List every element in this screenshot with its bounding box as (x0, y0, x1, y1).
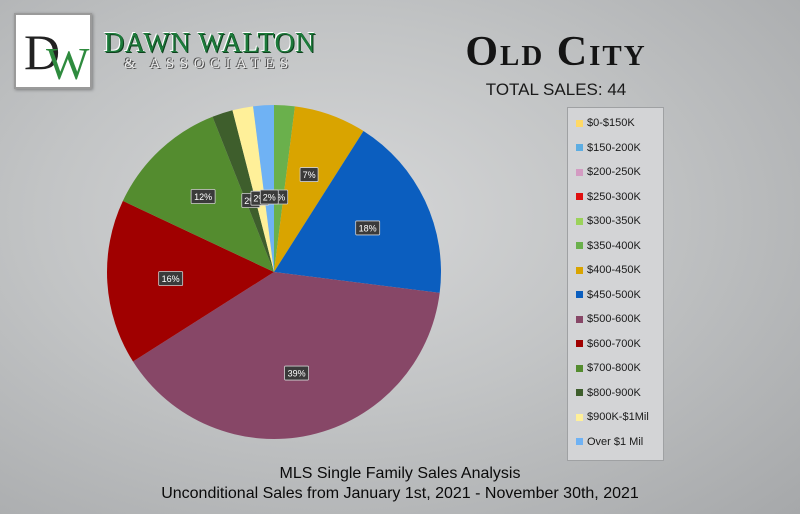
legend-label: $900K-$1Mil (587, 411, 649, 423)
legend-label: $200-250K (587, 166, 641, 178)
legend-swatch (576, 119, 583, 127)
pie-slice--500-600k (132, 272, 440, 440)
legend-item: $450-500K (576, 288, 641, 302)
legend-item: $150-200K (576, 141, 641, 155)
svg-text:39%: 39% (288, 369, 306, 379)
legend-swatch (576, 315, 583, 323)
legend-swatch (576, 168, 583, 176)
legend-item: $900K-$1Mil (576, 410, 649, 424)
page-title: Old City (465, 29, 647, 75)
legend-item: $400-450K (576, 263, 641, 277)
legend-swatch (576, 217, 583, 225)
legend-label: $700-800K (587, 362, 641, 374)
footer-date-range: Unconditional Sales from January 1st, 20… (161, 485, 639, 502)
data-label--400-450k: 7% (299, 167, 319, 182)
svg-text:16%: 16% (162, 274, 180, 284)
brand-name: DAWN WALTON (104, 28, 316, 59)
legend-label: $450-500K (587, 288, 641, 301)
pie-slice--900k-1mil (232, 106, 274, 273)
legend-swatch (576, 266, 583, 274)
data-label--700-800k: 12% (190, 189, 216, 204)
legend-item: $800-900K (576, 386, 641, 400)
brand-wordmark: DAWN WALTON & ASSOCIATES (104, 28, 316, 76)
legend-label: $600-700K (587, 337, 641, 350)
data-label--450-500k: 18% (355, 220, 381, 236)
legend-label: $0-$150K (587, 117, 635, 129)
logo-monogram-w: W (46, 38, 90, 87)
legend-swatch (576, 364, 583, 372)
pie-slice--800-900k (212, 110, 274, 272)
data-label--500-600k: 39% (284, 365, 309, 381)
legend-label: $300-350K (587, 215, 641, 227)
legend-swatch (576, 340, 583, 347)
chart-legend: $0-$150K $150-200K $200-250K $250-300K $300-… (567, 107, 664, 461)
legend-item: $600-700K (576, 337, 641, 351)
legend-label: $350-400K (587, 239, 641, 252)
data-label-over-1-mil: 2% (259, 189, 279, 205)
legend-swatch (576, 144, 583, 151)
legend-item: $250-300K (576, 190, 641, 204)
svg-text:18%: 18% (359, 223, 377, 233)
footer-title: MLS Single Family Sales Analysis (279, 465, 521, 482)
pie-slice--450-500k (274, 130, 441, 293)
legend-label: $250-300K (587, 190, 641, 203)
pie-slice--350-400k (274, 105, 295, 272)
legend-label: $400-450K (587, 264, 641, 276)
legend-label: $150-200K (587, 141, 641, 154)
legend-label: $800-900K (587, 386, 641, 399)
svg-text:7%: 7% (303, 170, 316, 180)
legend-item: $350-400K (576, 239, 641, 253)
data-label--600-700k: 16% (158, 271, 184, 286)
svg-text:D: D (24, 24, 60, 80)
legend-item: $200-250K (576, 165, 641, 179)
legend-label: $500-600K (587, 313, 641, 325)
brand-subtitle: & ASSOCIATES (124, 56, 294, 72)
legend-label: Over $1 Mil (587, 435, 644, 448)
legend-item: Over $1 Mil (576, 435, 643, 449)
legend-swatch (576, 291, 583, 298)
legend-item: $500-600K (576, 312, 641, 326)
legend-swatch (576, 242, 583, 249)
svg-text:12%: 12% (194, 192, 212, 202)
pie-slice--600-700k (106, 200, 275, 362)
legend-swatch (576, 413, 583, 421)
legend-swatch (576, 389, 583, 396)
svg-text:2%: 2% (272, 192, 285, 202)
svg-text:2%: 2% (263, 192, 276, 202)
legend-item: $300-350K (576, 214, 641, 228)
legend-swatch (576, 193, 583, 200)
total-sales: TOTAL SALES: 44 (485, 80, 627, 99)
legend-item: $0-$150K (576, 116, 635, 130)
legend-item: $700-800K (576, 361, 641, 375)
pie-slice--400-450k (274, 106, 364, 273)
legend-swatch (576, 438, 583, 445)
logo: D W (14, 13, 92, 89)
pie-slice-over-1-mil (253, 105, 274, 272)
